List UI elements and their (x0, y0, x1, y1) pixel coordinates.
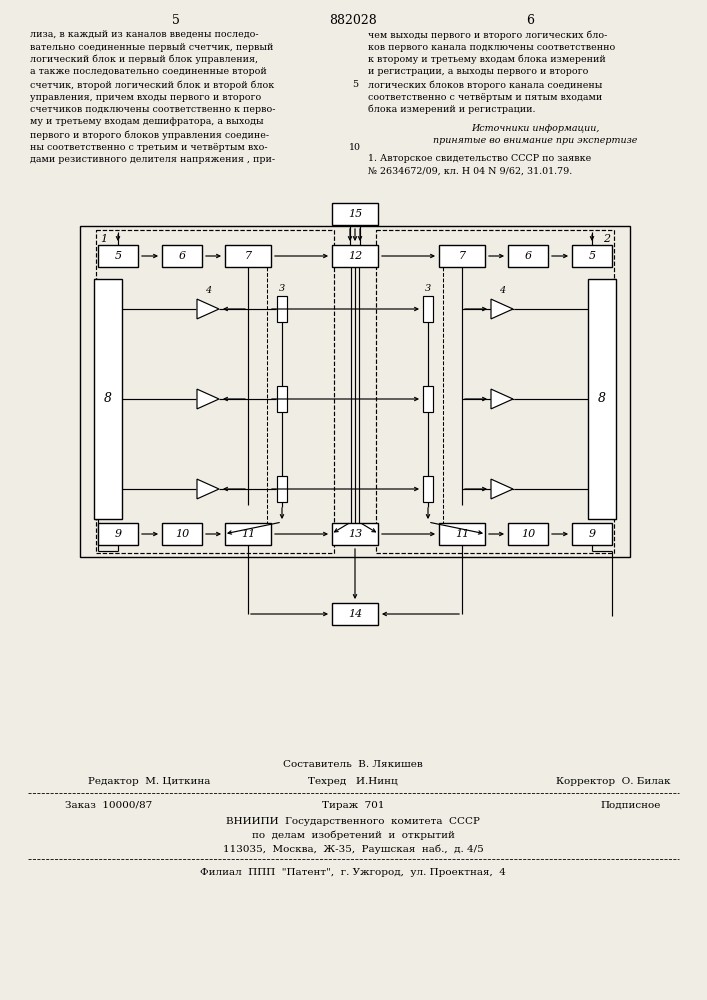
Text: 5: 5 (588, 251, 595, 261)
Polygon shape (197, 299, 219, 319)
Text: Источники информации,: Источники информации, (471, 124, 600, 133)
Text: 882028: 882028 (329, 14, 377, 27)
Text: по  делам  изобретений  и  открытий: по делам изобретений и открытий (252, 831, 455, 840)
Text: 8: 8 (598, 392, 606, 406)
Bar (225, 523, 271, 545)
Text: Заказ  10000/87: Заказ 10000/87 (65, 801, 152, 810)
Text: управления, причем входы первого и второго: управления, причем входы первого и второ… (30, 93, 262, 102)
Bar (162, 245, 202, 267)
Bar (162, 523, 202, 545)
Text: счетчиков подключены соответственно к перво-: счетчиков подключены соответственно к пе… (30, 105, 276, 114)
Text: логический блок и первый блок управления,: логический блок и первый блок управления… (30, 55, 258, 64)
Text: 11: 11 (455, 529, 469, 539)
Text: 15: 15 (348, 209, 362, 219)
Bar (508, 245, 548, 267)
Text: блока измерений и регистрации.: блока измерений и регистрации. (368, 105, 535, 114)
Text: 3: 3 (279, 284, 285, 293)
Bar (94, 279, 122, 519)
Text: 6: 6 (178, 251, 185, 261)
Text: 1: 1 (100, 234, 107, 244)
Text: 5: 5 (115, 251, 122, 261)
Text: № 2634672/09, кл. Н 04 N 9/62, 31.01.79.: № 2634672/09, кл. Н 04 N 9/62, 31.01.79. (368, 166, 572, 175)
Bar (277, 476, 287, 502)
Text: 7: 7 (458, 251, 466, 261)
Text: 8: 8 (104, 392, 112, 406)
Text: соответственно с четвёртым и пятым входами: соответственно с четвёртым и пятым входа… (368, 93, 602, 102)
Text: Тираж  701: Тираж 701 (322, 801, 384, 810)
Text: 113035,  Москва,  Ж-35,  Раушская  наб.,  д. 4/5: 113035, Москва, Ж-35, Раушская наб., д. … (223, 845, 484, 854)
Polygon shape (197, 389, 219, 409)
Text: принятые во внимание при экспертизе: принятые во внимание при экспертизе (433, 136, 637, 145)
Bar (277, 386, 287, 412)
Text: 4: 4 (499, 286, 505, 295)
Text: и регистрации, а выходы первого и второго: и регистрации, а выходы первого и второг… (368, 68, 588, 77)
Bar (439, 245, 485, 267)
Text: вательно соединенные первый счетчик, первый: вательно соединенные первый счетчик, пер… (30, 42, 274, 51)
Text: 12: 12 (348, 251, 362, 261)
Text: 7: 7 (245, 251, 252, 261)
Text: Корректор  О. Билак: Корректор О. Билак (556, 777, 670, 786)
Text: 13: 13 (348, 529, 362, 539)
Text: первого и второго блоков управления соедине-: первого и второго блоков управления соед… (30, 130, 269, 139)
Bar (277, 296, 287, 322)
Text: му и третьему входам дешифратора, а выходы: му и третьему входам дешифратора, а выхо… (30, 117, 264, 126)
Text: лиза, в каждый из каналов введены последо-: лиза, в каждый из каналов введены послед… (30, 30, 259, 39)
Text: Подписное: Подписное (600, 801, 660, 810)
Bar (423, 296, 433, 322)
Text: дами резистивного делителя напряжения , при-: дами резистивного делителя напряжения , … (30, 155, 275, 164)
Bar (588, 279, 616, 519)
Bar (572, 245, 612, 267)
Bar (423, 476, 433, 502)
Bar (98, 523, 138, 545)
Text: 6: 6 (525, 251, 532, 261)
Text: 10: 10 (349, 142, 361, 151)
Polygon shape (491, 479, 513, 499)
Text: Филиал  ППП  "Патент",  г. Ужгород,  ул. Проектная,  4: Филиал ППП "Патент", г. Ужгород, ул. Про… (200, 868, 506, 877)
Text: 9: 9 (588, 529, 595, 539)
Bar (332, 523, 378, 545)
Bar (332, 245, 378, 267)
Text: ны соответственно с третьим и четвёртым вхо-: ны соответственно с третьим и четвёртым … (30, 142, 268, 151)
Polygon shape (197, 479, 219, 499)
Text: 5: 5 (352, 80, 358, 89)
Bar (572, 523, 612, 545)
Bar (508, 523, 548, 545)
Bar (423, 386, 433, 412)
Text: ков первого канала подключены соответственно: ков первого канала подключены соответств… (368, 42, 615, 51)
Text: 3: 3 (425, 284, 431, 293)
Text: ВНИИПИ  Государственного  комитета  СССР: ВНИИПИ Государственного комитета СССР (226, 817, 480, 826)
Polygon shape (491, 389, 513, 409)
Text: Составитель  В. Лякишев: Составитель В. Лякишев (283, 760, 423, 769)
Bar (439, 523, 485, 545)
Bar (225, 245, 271, 267)
Text: Техред   И.Нинц: Техред И.Нинц (308, 777, 398, 786)
Text: логических блоков второго канала соединены: логических блоков второго канала соедине… (368, 80, 602, 90)
Bar (376, 230, 614, 553)
Bar (80, 226, 630, 557)
Text: 14: 14 (348, 609, 362, 619)
Text: а также последовательно соединенные второй: а также последовательно соединенные втор… (30, 68, 267, 77)
Text: 11: 11 (241, 529, 255, 539)
Bar (332, 603, 378, 625)
Text: 6: 6 (526, 14, 534, 27)
Text: 10: 10 (521, 529, 535, 539)
Text: чем выходы первого и второго логических бло-: чем выходы первого и второго логических … (368, 30, 607, 39)
Text: к второму и третьему входам блока измерений: к второму и третьему входам блока измере… (368, 55, 606, 64)
Text: 1. Авторское свидетельство СССР по заявке: 1. Авторское свидетельство СССР по заявк… (368, 154, 591, 163)
Polygon shape (491, 299, 513, 319)
Text: 9: 9 (115, 529, 122, 539)
Text: Редактор  М. Циткина: Редактор М. Циткина (88, 777, 211, 786)
Text: 2: 2 (603, 234, 610, 244)
Bar (98, 245, 138, 267)
Text: 4: 4 (205, 286, 211, 295)
Bar (96, 230, 334, 553)
Text: 10: 10 (175, 529, 189, 539)
Text: 5: 5 (172, 14, 180, 27)
Bar (332, 203, 378, 225)
Text: счетчик, второй логический блок и второй блок: счетчик, второй логический блок и второй… (30, 80, 274, 90)
